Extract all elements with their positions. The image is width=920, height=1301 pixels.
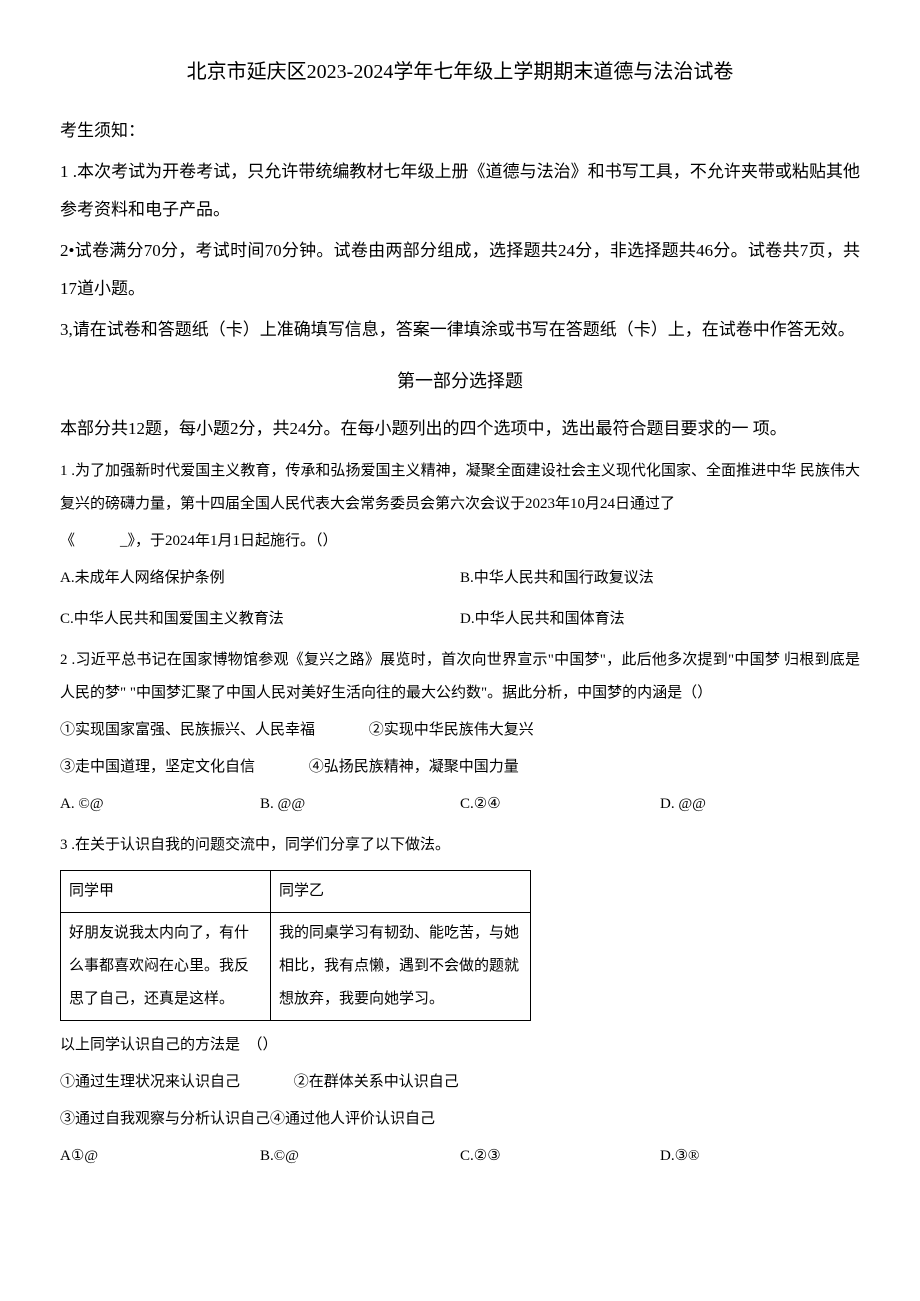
notice-item-1: 1 .本次考试为开卷考试，只允许带统编教材七年级上册《道德与法治》和书写工具，不… [60,153,860,228]
q2-option-d: D. @@ [660,788,860,821]
q3-table-header-1: 同学甲 [61,871,271,913]
q2-sub1: ①实现国家富强、民族振兴、人民幸福 [60,714,315,747]
q1-stem-part1: 1 .为了加强新时代爱国主义教育，传承和弘扬爱国主义精神，凝聚全面建设社会主义现… [60,455,860,521]
q3-sub2: ②在群体关系中认识自己 [294,1066,459,1099]
q2-subs-row2: ③走中国道理，坚定文化自信 ④弘扬民族精神，凝聚中国力量 [60,751,860,784]
q3-table: 同学甲 同学乙 好朋友说我太内向了，有什么事都喜欢闷在心里。我反思了自己，还真是… [60,870,531,1021]
notice-item-3: 3,请在试卷和答题纸（卡）上准确填写信息，答案一律填涂或书写在答题纸（卡）上，在… [60,311,860,348]
q1-option-b: B.中华人民共和国行政复议法 [460,562,860,595]
q2-sub3: ③走中国道理，坚定文化自信 [60,751,255,784]
q3-stem: 3 .在关于认识自我的问题交流中，同学们分享了以下做法。 [60,829,860,862]
q2-sub4: ④弘扬民族精神，凝聚中国力量 [309,751,519,784]
notice-heading: 考生须知： [60,112,860,149]
q2-stem: 2 .习近平总书记在国家博物馆参观《复兴之路》展览时，首次向世界宣示"中国梦"，… [60,644,860,710]
q2-option-a: A. ©@ [60,788,260,821]
q3-option-b: B.©@ [260,1140,460,1173]
q2-option-b: B. @@ [260,788,460,821]
q2-sub2: ②实现中华民族伟大复兴 [369,714,534,747]
q3-options-row: A①@ B.©@ C.②③ D.③® [60,1140,860,1173]
q1-option-d: D.中华人民共和国体育法 [460,603,860,636]
q1-stem-part2: 《 _》，于2024年1月1日起施行。（） [60,525,860,558]
notice-item-2: 2•试卷满分70分，考试时间70分钟。试卷由两部分组成，选择题共24分，非选择题… [60,232,860,307]
q3-subs-row2: ③通过自我观察与分析认识自己④通过他人评价认识自己 [60,1103,860,1136]
q3-sub3: ③通过自我观察与分析认识自己④通过他人评价认识自己 [60,1103,435,1136]
exam-title: 北京市延庆区2023-2024学年七年级上学期期末道德与法治试卷 [60,50,860,94]
q1-option-c: C.中华人民共和国爱国主义教育法 [60,603,460,636]
q3-sub1: ①通过生理状况来认识自己 [60,1066,240,1099]
table-row: 好朋友说我太内向了，有什么事都喜欢闷在心里。我反思了自己，还真是这样。 我的同桌… [61,913,531,1021]
q1-options-row1: A.未成年人网络保护条例 B.中华人民共和国行政复议法 [60,562,860,595]
section1-title: 第一部分选择题 [60,362,860,402]
q3-option-c: C.②③ [460,1140,660,1173]
q2-subs-row1: ①实现国家富强、民族振兴、人民幸福 ②实现中华民族伟大复兴 [60,714,860,747]
q3-table-cell-2: 我的同桌学习有韧劲、能吃苦，与她相比，我有点懒，遇到不会做的题就想放弃，我要向她… [271,913,531,1021]
q1-options-row2: C.中华人民共和国爱国主义教育法 D.中华人民共和国体育法 [60,603,860,636]
q1-option-a: A.未成年人网络保护条例 [60,562,460,595]
q3-option-a: A①@ [60,1140,260,1173]
q2-options-row: A. ©@ B. @@ C.②④ D. @@ [60,788,860,821]
q3-subs-row1: ①通过生理状况来认识自己 ②在群体关系中认识自己 [60,1066,860,1099]
q3-option-d: D.③® [660,1140,860,1173]
q2-option-c: C.②④ [460,788,660,821]
section1-desc: 本部分共12题，每小题2分，共24分。在每小题列出的四个选项中，选出最符合题目要… [60,410,860,447]
q3-prompt: 以上同学认识自己的方法是 （） [60,1029,860,1062]
table-row: 同学甲 同学乙 [61,871,531,913]
q3-table-cell-1: 好朋友说我太内向了，有什么事都喜欢闷在心里。我反思了自己，还真是这样。 [61,913,271,1021]
q3-table-header-2: 同学乙 [271,871,531,913]
